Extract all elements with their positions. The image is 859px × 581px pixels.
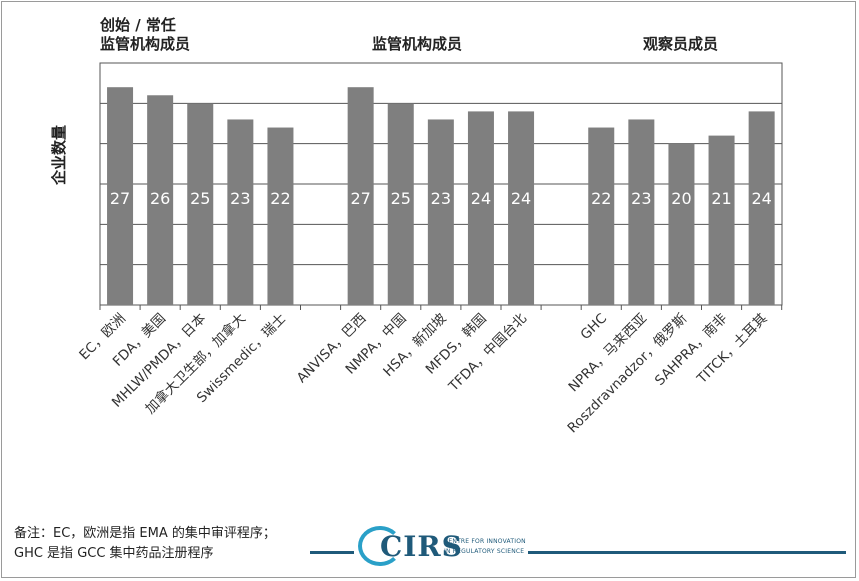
bar <box>147 95 174 306</box>
bar-value-label: 20 <box>671 189 691 208</box>
group-title-regulatory: 监管机构成员 <box>372 35 462 54</box>
group-title-observer-line2: 观察员成员 <box>643 35 719 53</box>
bar <box>387 103 414 305</box>
group-title-observer: 观察员成员 <box>643 35 718 54</box>
footnote-line2: GHC 是指 GCC 集中药品注册程序 <box>14 546 214 561</box>
category-label: TITCK，土耳其 <box>693 311 770 388</box>
bar <box>508 111 535 306</box>
bar-value-label: 27 <box>110 189 130 208</box>
bar-value-label: 24 <box>511 189 531 208</box>
footnote-line1: 备注：EC，欧洲是指 EMA 的集中审评程序； <box>14 526 276 541</box>
bar-value-label: 27 <box>350 189 370 208</box>
bar-value-label: 22 <box>270 189 290 208</box>
bar-value-label: 21 <box>711 189 731 208</box>
bar-value-label: 23 <box>431 189 451 208</box>
bar-value-label: 25 <box>391 189 411 208</box>
bar <box>227 119 254 305</box>
bar-value-label: 24 <box>751 189 771 208</box>
bar <box>187 103 214 305</box>
bar <box>628 119 655 305</box>
bar <box>588 127 615 306</box>
footer-line-right <box>528 551 846 554</box>
bar <box>748 111 775 306</box>
bar <box>427 119 454 305</box>
footnote: 备注：EC，欧洲是指 EMA 的集中审评程序； GHC 是指 GCC 集中药品注… <box>14 524 276 564</box>
bar-value-label: 23 <box>230 189 250 208</box>
footer-line-left <box>310 551 354 554</box>
group-title-founding: 创始 / 常任 监管机构成员 <box>100 16 190 54</box>
logo-subtitle-1: CENTRE FOR INNOVATION <box>444 538 526 545</box>
category-label: ANVISA，巴西 <box>294 311 370 387</box>
group-title-regulatory-line2: 监管机构成员 <box>372 35 463 53</box>
cirs-logo: CIRS CENTRE FOR INNOVATION IN REGULATORY… <box>358 524 526 570</box>
bar <box>668 143 695 305</box>
bar-value-label: 22 <box>591 189 611 208</box>
bar <box>267 127 294 306</box>
bar-chart: 27EC，欧洲26FDA，美国25MHLW/PMDA，日本23加拿大卫生部，加拿… <box>76 62 783 436</box>
bar-value-label: 23 <box>631 189 651 208</box>
bar <box>708 135 735 305</box>
bar <box>467 111 494 306</box>
group-title-founding-line1: 创始 / 常任 <box>100 16 176 34</box>
bar-value-label: 25 <box>190 189 210 208</box>
logo-text: CIRS <box>380 530 463 563</box>
group-title-founding-line2: 监管机构成员 <box>100 35 191 53</box>
bar <box>107 87 134 305</box>
logo-ring-icon <box>358 526 402 566</box>
category-label: GHC <box>578 311 611 344</box>
bar-value-label: 26 <box>150 189 170 208</box>
bar-value-label: 24 <box>471 189 491 208</box>
bar <box>347 87 374 305</box>
logo-subtitle-2: IN REGULATORY SCIENCE <box>444 548 525 555</box>
